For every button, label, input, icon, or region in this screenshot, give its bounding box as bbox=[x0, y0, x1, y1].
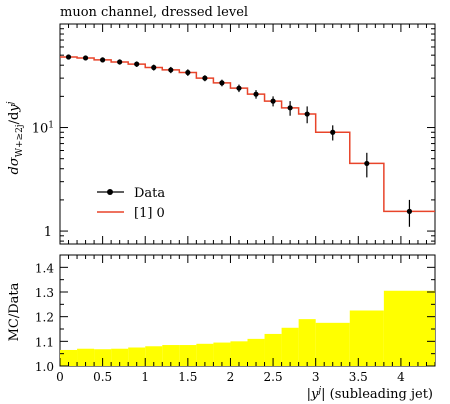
x-tick-label: 1.5 bbox=[178, 370, 197, 384]
ratio-y-tick-label: 1.1 bbox=[35, 335, 54, 349]
top-y-axis-label: dσW+≥2j/dyj bbox=[6, 101, 25, 174]
chart-title: muon channel, dressed level bbox=[60, 5, 248, 20]
data-point bbox=[202, 75, 208, 81]
ratio-bar bbox=[179, 345, 197, 366]
data-point bbox=[151, 64, 157, 71]
ratio-bar bbox=[145, 346, 163, 366]
data-point bbox=[117, 59, 123, 65]
x-tick-label: 3.5 bbox=[349, 370, 368, 384]
data-point bbox=[287, 105, 293, 111]
data-point bbox=[304, 111, 310, 117]
x-tick-label: 0 bbox=[56, 370, 64, 384]
x-axis-label: |yj| (subleading jet) bbox=[307, 386, 433, 402]
data-point bbox=[253, 91, 259, 97]
data-point bbox=[406, 208, 413, 214]
ratio-bar bbox=[383, 290, 435, 366]
ratio-bar bbox=[162, 345, 180, 366]
data-point bbox=[236, 85, 242, 91]
data-point bbox=[168, 67, 174, 73]
mc-step-line bbox=[60, 56, 435, 213]
ratio-bar bbox=[213, 342, 231, 366]
ratio-y-axis: 1.0 1.1 1.2 1.3 1.4 bbox=[35, 254, 435, 374]
ratio-bar bbox=[349, 310, 384, 366]
x-tick-label: 4 bbox=[397, 370, 405, 384]
data-point bbox=[82, 55, 89, 61]
data-point bbox=[100, 57, 106, 63]
data-point bbox=[330, 129, 336, 135]
ratio-bar bbox=[77, 348, 95, 366]
x-axis: 0 0.5 1 1.5 2 2.5 3 3.5 4 bbox=[56, 24, 436, 384]
data-point bbox=[65, 54, 72, 60]
x-tick-label: 2 bbox=[227, 370, 235, 384]
ratio-bar bbox=[247, 338, 265, 366]
ratio-bar bbox=[264, 333, 282, 366]
ratio-bar bbox=[230, 341, 248, 366]
ratio-bar bbox=[94, 349, 112, 366]
data-point bbox=[219, 80, 225, 86]
ratio-bar bbox=[315, 322, 350, 366]
data-point bbox=[364, 160, 370, 167]
mc-histogram bbox=[60, 56, 435, 213]
data-point bbox=[185, 69, 191, 76]
y-tick-label: 1 bbox=[44, 225, 52, 240]
ratio-y-tick-label: 1.3 bbox=[35, 286, 54, 300]
ratio-y-tick-label: 1.0 bbox=[35, 360, 54, 374]
main-plot-frame bbox=[59, 23, 436, 245]
ratio-bar bbox=[60, 349, 78, 366]
ratio-band bbox=[60, 290, 435, 366]
ratio-y-tick-label: 1.4 bbox=[35, 261, 54, 275]
ratio-bar bbox=[111, 348, 129, 366]
top-y-axis: 1 101 bbox=[32, 23, 435, 242]
x-tick-label: 0.5 bbox=[93, 370, 112, 384]
legend-data-marker bbox=[107, 189, 113, 195]
legend-label-mc: [1] 0 bbox=[134, 206, 165, 221]
ratio-bar bbox=[196, 343, 214, 366]
y-tick-label: 101 bbox=[32, 121, 54, 137]
data-point bbox=[270, 98, 276, 104]
legend-label-data: Data bbox=[134, 186, 165, 201]
ratio-bar bbox=[281, 327, 299, 366]
x-tick-label: 1 bbox=[141, 370, 149, 384]
x-tick-label: 3 bbox=[312, 370, 320, 384]
ratio-y-axis-label: MC/Data bbox=[7, 282, 22, 341]
x-tick-label: 2.5 bbox=[264, 370, 283, 384]
ratio-bar bbox=[298, 319, 316, 366]
legend: Data [1] 0 bbox=[97, 186, 165, 221]
data-points bbox=[65, 54, 413, 227]
data-point bbox=[134, 61, 140, 67]
ratio-y-tick-label: 1.2 bbox=[35, 311, 54, 325]
ratio-bar bbox=[128, 347, 146, 366]
